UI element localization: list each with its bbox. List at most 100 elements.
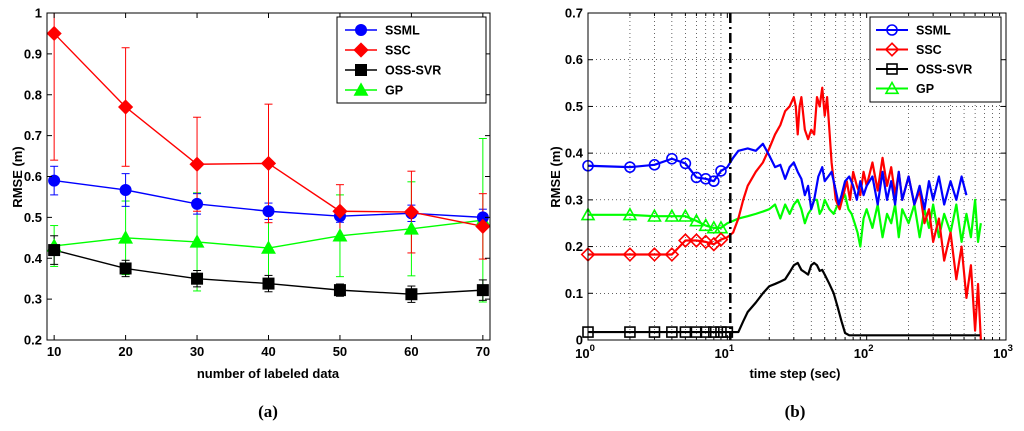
y-tick-label: 0.7 [565, 6, 583, 21]
data-point-ssc [332, 203, 348, 219]
data-point-ssc [475, 218, 491, 234]
data-point-ssml [119, 183, 132, 196]
legend-marker-gp [884, 80, 900, 95]
legend-a: SSML SSC OSS-SVR GP [336, 16, 487, 104]
x-tick-label: 20 [118, 344, 132, 359]
data-point-ssml [48, 174, 61, 187]
data-point-ssml [699, 173, 712, 185]
legend-marker-gp [353, 82, 369, 96]
x-tick-base: 10 [993, 346, 1007, 361]
data-point-gp [403, 221, 419, 235]
data-point-gp [698, 217, 714, 232]
x-tick-base: 10 [714, 346, 728, 361]
legend-marker-ssml [886, 24, 898, 36]
data-point-ssc [647, 247, 662, 262]
data-point-ssml [666, 152, 678, 165]
series-line-oss-svr [588, 261, 980, 337]
legend-label-oss-svr: OSS-SVR [916, 63, 972, 77]
legend-marker-oss-svr [355, 64, 367, 76]
data-point-ssml [191, 197, 204, 210]
data-point-gp [689, 213, 704, 227]
legend-label-oss-svr: OSS-SVR [385, 64, 441, 78]
x-tick-label: 103 [993, 343, 1013, 361]
y-tick-label: 0.6 [565, 52, 583, 67]
legend-marker-ssc [353, 42, 369, 58]
data-point-oss-svr [119, 262, 132, 275]
series-line-ssc [588, 86, 982, 340]
data-point-ssc [118, 99, 134, 115]
data-point-ssml [715, 165, 727, 177]
y-tick-label: 0.2 [24, 333, 42, 348]
data-point-ssc [622, 247, 638, 262]
data-point-ssc [403, 204, 419, 220]
y-tick-label: 0.3 [24, 292, 42, 307]
data-point-ssml [708, 175, 720, 187]
x-tick-exponent: 3 [1008, 343, 1013, 354]
data-point-oss-svr [262, 277, 275, 290]
x-tick-label: 60 [404, 344, 418, 359]
y-tick-label: 1 [35, 6, 42, 21]
data-point-ssc [260, 155, 277, 172]
data-point-ssc [189, 156, 205, 172]
data-point-oss-svr [476, 284, 489, 297]
data-point-gp [706, 220, 722, 234]
y-tick-label: 0.4 [565, 146, 584, 161]
x-tick-label: 102 [854, 343, 874, 361]
legend-b: SSML SSC OSS-SVR GP [869, 16, 1002, 103]
x-tick-exponent: 1 [729, 343, 735, 354]
x-tick-label: 70 [476, 344, 490, 359]
legend-label-gp: GP [916, 82, 934, 96]
data-point-gp [189, 234, 205, 248]
x-tick-label: 50 [333, 344, 347, 359]
data-point-oss-svr [333, 284, 346, 297]
data-point-ssc [46, 25, 62, 42]
panel-label: (b) [785, 402, 806, 421]
legend-marker-ssc [884, 42, 900, 57]
data-point-gp [118, 230, 134, 244]
y-tick-label: 0.5 [24, 210, 42, 225]
data-point-ssc [713, 232, 729, 247]
y-tick-label: 0 [576, 333, 583, 348]
y-tick-label: 0.7 [24, 128, 42, 143]
data-point-gp [678, 208, 693, 222]
legend-label-ssml: SSML [916, 24, 951, 38]
y-tick-label: 0.5 [565, 99, 583, 114]
panel-label: (a) [258, 402, 278, 421]
legend-label-ssml: SSML [385, 24, 420, 38]
x-tick-base: 10 [575, 346, 589, 361]
data-point-ssml [262, 205, 275, 218]
x-tick-base: 10 [854, 346, 868, 361]
data-point-gp [622, 207, 638, 221]
x-tick-label: 10 [47, 344, 61, 359]
data-point-gp [647, 208, 662, 222]
y-tick-label: 0.3 [565, 192, 583, 207]
x-tick-exponent: 2 [868, 343, 873, 354]
data-point-oss-svr [191, 272, 204, 285]
data-point-ssc [698, 234, 714, 250]
y-tick-label: 0.6 [24, 169, 42, 184]
legend-label-ssc: SSC [916, 43, 942, 57]
y-axis-label: RMSE (m) [10, 146, 25, 207]
series-line-ssml [588, 142, 968, 211]
data-point-ssc [664, 247, 680, 262]
y-tick-label: 0.8 [24, 87, 42, 102]
legend-label-ssc: SSC [385, 44, 411, 58]
x-tick-exponent: 0 [590, 343, 595, 354]
x-tick-label: 40 [261, 344, 275, 359]
data-point-gp [664, 208, 680, 222]
data-point-ssc [689, 233, 704, 248]
data-point-ssml [624, 161, 636, 173]
data-point-ssml [648, 159, 661, 171]
y-tick-label: 0.1 [565, 286, 583, 301]
data-point-oss-svr [48, 244, 61, 257]
legend-label-gp: GP [385, 84, 403, 98]
x-axis-label: time step (sec) [749, 366, 840, 381]
data-point-gp [332, 228, 348, 242]
data-point-ssc [678, 233, 693, 248]
chart-a: 10 20 30 40 50 60 700.20.30.40.50.60.70.80.91 … [10, 6, 491, 421]
y-tick-label: 0.9 [24, 46, 42, 61]
legend-marker-ssml [355, 24, 367, 36]
data-point-oss-svr [405, 288, 418, 301]
